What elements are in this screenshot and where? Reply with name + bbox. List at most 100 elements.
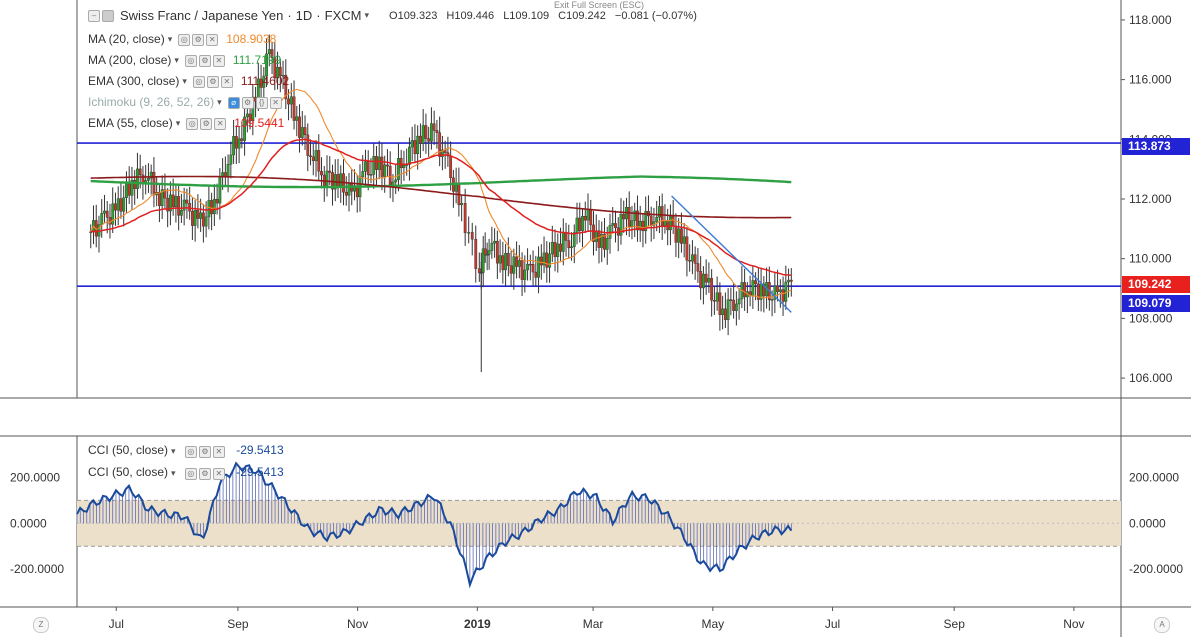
source-code-icon[interactable]: {} bbox=[255, 96, 268, 109]
hidden-eye-icon[interactable]: ⌀ bbox=[227, 96, 240, 109]
candle-body bbox=[498, 255, 502, 264]
eye-icon[interactable]: ◎ bbox=[178, 33, 191, 46]
candle-body bbox=[696, 263, 700, 272]
candle-body bbox=[743, 282, 747, 298]
eye-icon[interactable]: ◎ bbox=[192, 75, 205, 88]
candle-body bbox=[262, 75, 266, 88]
candle-body bbox=[732, 299, 736, 311]
candle-body bbox=[188, 202, 192, 212]
candle-body bbox=[737, 298, 741, 305]
candle-body bbox=[671, 216, 675, 227]
close-icon[interactable]: ✕ bbox=[212, 446, 225, 458]
time-tick-label: Jul bbox=[109, 617, 124, 631]
indicator-value: 111.4602 bbox=[240, 74, 290, 88]
candle-body bbox=[226, 164, 230, 177]
settings-icon[interactable]: ⚙ bbox=[200, 117, 213, 130]
cci-label: CCI (50, close) bbox=[88, 465, 169, 479]
candle-body bbox=[474, 239, 478, 269]
indicator-row-ma200[interactable]: MA (200, close) ▾ ◎ ⚙ ✕ 111.7199 bbox=[88, 50, 289, 71]
candle-body bbox=[702, 273, 705, 289]
trendline bbox=[671, 195, 792, 313]
candle-body bbox=[600, 234, 604, 248]
ma20-line bbox=[90, 88, 792, 299]
symbol-name[interactable]: Swiss Franc / Japanese Yen bbox=[120, 8, 284, 23]
indicator-row-ema300[interactable]: EMA (300, close) ▾ ◎ ⚙ ✕ 111.4602 bbox=[88, 71, 289, 92]
auto-scale-toggle-icon[interactable]: A bbox=[1154, 617, 1170, 633]
close-icon[interactable]: ✕ bbox=[269, 96, 282, 109]
candle-body bbox=[633, 210, 637, 221]
cci-right-tick-label: 0.0000 bbox=[1129, 516, 1166, 530]
candle-body bbox=[328, 170, 332, 173]
log-scale-toggle-icon[interactable]: Z bbox=[33, 617, 49, 633]
low-value: L109.109 bbox=[503, 9, 550, 22]
eye-icon[interactable]: ◎ bbox=[184, 468, 197, 480]
candle-body bbox=[201, 212, 205, 227]
settings-icon[interactable]: ⚙ bbox=[198, 54, 211, 67]
price-tick-label: 118.000 bbox=[1129, 13, 1172, 27]
price-tick-label: 116.000 bbox=[1129, 73, 1172, 87]
candle-body bbox=[325, 170, 329, 186]
collapse-icon[interactable]: – bbox=[88, 9, 100, 22]
candle-body bbox=[605, 238, 609, 250]
candle-body bbox=[265, 53, 268, 77]
indicator-row-ema55[interactable]: EMA (55, close) ▾ ◎ ⚙ ✕ 109.5441 bbox=[88, 113, 289, 134]
candle-body bbox=[556, 243, 560, 257]
candle-body bbox=[127, 182, 131, 196]
close-icon[interactable]: ✕ bbox=[212, 54, 225, 67]
candle-body bbox=[237, 138, 241, 149]
close-icon[interactable]: ✕ bbox=[212, 468, 225, 480]
candle-body bbox=[103, 210, 106, 214]
candle-body bbox=[614, 223, 617, 228]
candle-body bbox=[726, 299, 730, 320]
candle-body bbox=[622, 214, 626, 220]
candle-body bbox=[309, 155, 312, 158]
candle-body bbox=[276, 66, 279, 79]
close-icon[interactable]: ✕ bbox=[206, 33, 219, 46]
candle-body bbox=[490, 242, 494, 251]
candle-body bbox=[704, 273, 708, 283]
interval-label[interactable]: 1D bbox=[295, 8, 313, 23]
eye-icon[interactable]: ◎ bbox=[184, 54, 197, 67]
candle-body bbox=[559, 243, 562, 252]
settings-icon[interactable]: ⚙ bbox=[241, 96, 254, 109]
candle-body bbox=[682, 236, 686, 244]
candle-body bbox=[477, 268, 481, 273]
time-tick-label: May bbox=[701, 617, 724, 631]
eye-icon[interactable]: ◎ bbox=[184, 446, 197, 458]
chevron-down-icon[interactable]: ▾ bbox=[364, 10, 370, 20]
exit-fullscreen-hint[interactable]: Exit Full Screen (ESC) bbox=[554, 0, 645, 10]
candle-body bbox=[218, 176, 222, 204]
candle-body bbox=[776, 285, 779, 293]
candle-body bbox=[267, 49, 271, 55]
settings-icon[interactable]: ⚙ bbox=[198, 468, 211, 480]
cci-left-tick-label: 0.0000 bbox=[10, 516, 47, 530]
close-icon[interactable]: ✕ bbox=[214, 117, 227, 130]
indicator-label: MA (200, close) bbox=[88, 53, 172, 67]
close-icon[interactable]: ✕ bbox=[220, 75, 233, 88]
candle-body bbox=[416, 135, 420, 155]
cci-row[interactable]: CCI (50, close) ▾ ◎ ⚙ ✕ -29.5413 bbox=[88, 440, 284, 462]
indicator-row-ma20[interactable]: MA (20, close) ▾ ◎ ⚙ ✕ 108.9038 bbox=[88, 29, 289, 50]
candle-body bbox=[171, 194, 175, 208]
indicator-row-ichimoku[interactable]: Ichimoku (9, 26, 52, 26) ▾ ⌀ ⚙{} ✕ bbox=[88, 92, 289, 113]
settings-icon[interactable]: ⚙ bbox=[198, 446, 211, 458]
ohlc-readout: O109.323 H109.446 L109.109 C109.242 −0.0… bbox=[389, 10, 703, 22]
candle-body bbox=[483, 248, 487, 256]
settings-icon[interactable]: ⚙ bbox=[192, 33, 205, 46]
candle-body bbox=[372, 156, 376, 175]
cci-row[interactable]: CCI (50, close) ▾ ◎ ⚙ ✕ -29.5413 bbox=[88, 462, 284, 484]
price-tag-resistance: 113.873 bbox=[1122, 138, 1190, 155]
candle-body bbox=[413, 140, 417, 155]
candle-body bbox=[674, 225, 678, 243]
settings-icon[interactable]: ⚙ bbox=[206, 75, 219, 88]
candle-body bbox=[182, 199, 186, 211]
candle-body bbox=[685, 236, 689, 261]
candle-body bbox=[534, 271, 538, 278]
candle-body bbox=[317, 150, 321, 172]
candle-body bbox=[399, 158, 403, 169]
candle-body bbox=[756, 283, 760, 300]
candle-body bbox=[441, 149, 444, 157]
candle-body bbox=[270, 49, 274, 58]
candle-body bbox=[449, 155, 453, 179]
eye-icon[interactable]: ◎ bbox=[186, 117, 199, 130]
